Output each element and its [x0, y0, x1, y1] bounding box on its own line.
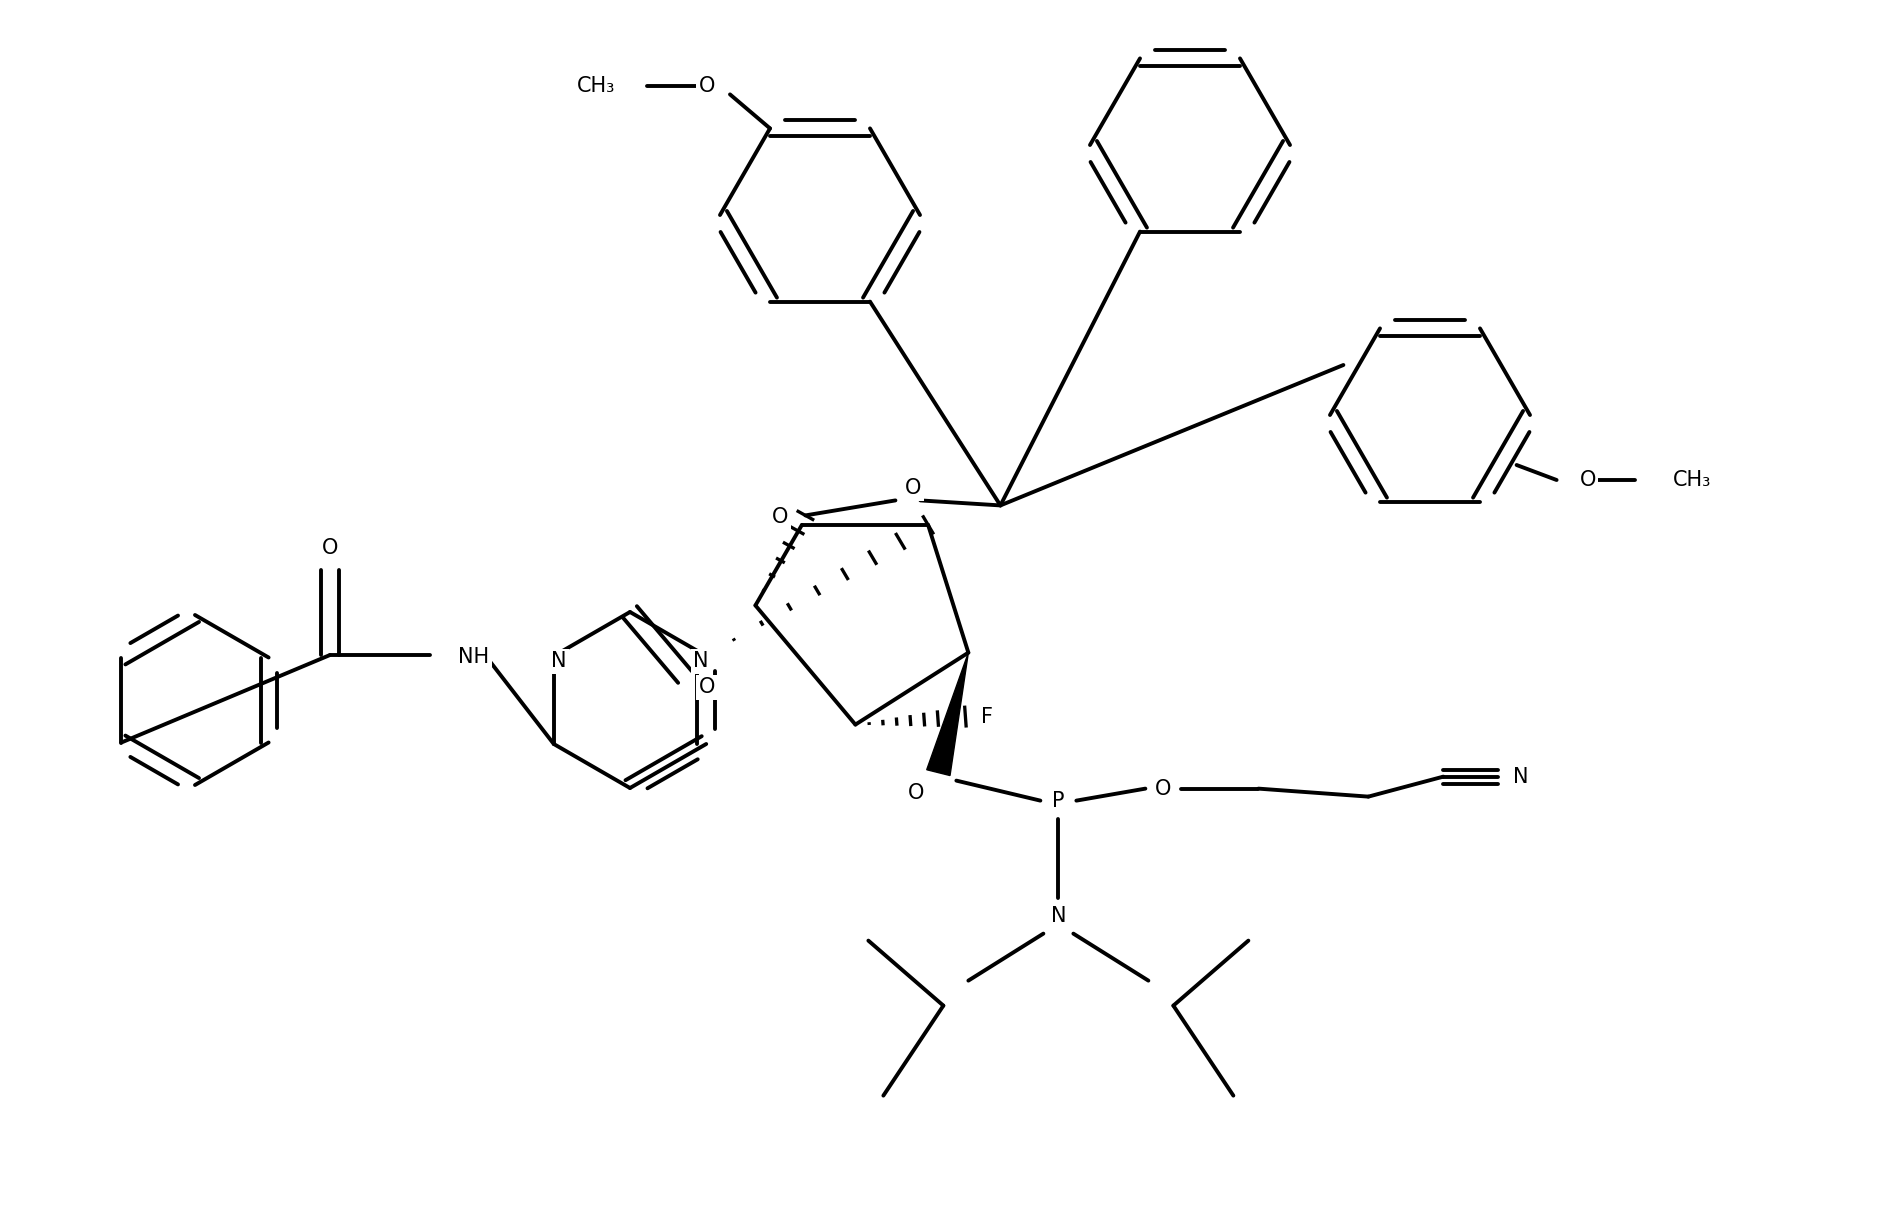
Text: N: N	[1512, 766, 1528, 787]
Text: O: O	[771, 507, 788, 527]
Text: O: O	[908, 783, 925, 803]
Text: CH₃: CH₃	[1672, 471, 1712, 490]
Text: O: O	[321, 537, 338, 558]
Text: CH₃: CH₃	[576, 77, 616, 96]
Text: N: N	[694, 651, 709, 671]
Text: O: O	[699, 677, 714, 697]
Text: O: O	[1155, 778, 1172, 799]
Text: NH: NH	[458, 647, 488, 668]
Text: O: O	[1579, 471, 1596, 490]
Polygon shape	[927, 653, 969, 776]
Text: N: N	[1051, 906, 1066, 925]
Text: N: N	[551, 651, 566, 671]
Text: F: F	[982, 706, 994, 727]
Text: P: P	[1053, 790, 1064, 811]
Text: O: O	[699, 77, 714, 96]
Text: O: O	[904, 478, 922, 499]
